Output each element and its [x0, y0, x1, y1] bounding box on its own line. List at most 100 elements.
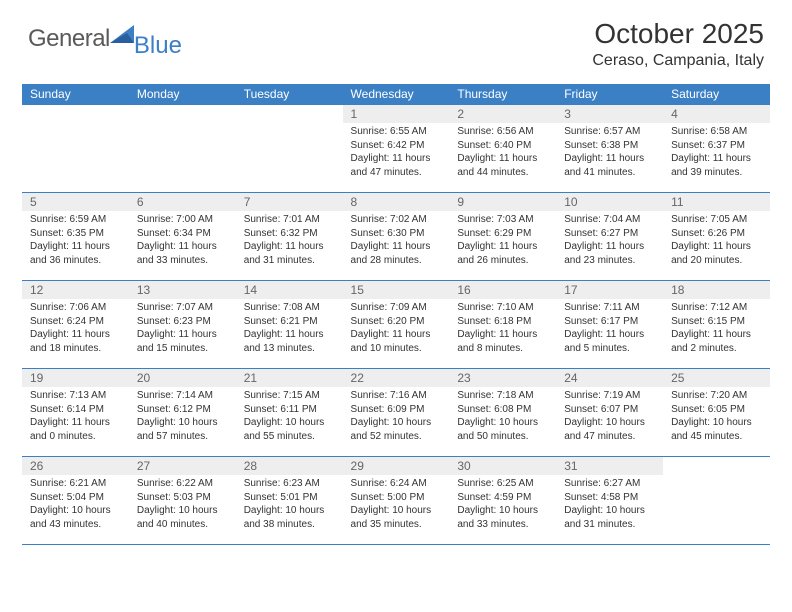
calendar-cell: 23Sunrise: 7:18 AMSunset: 6:08 PMDayligh… — [449, 369, 556, 457]
dayname-header: Thursday — [449, 84, 556, 105]
dayname-header: Tuesday — [236, 84, 343, 105]
day-number: 28 — [236, 457, 343, 475]
day-content: Sunrise: 6:27 AMSunset: 4:58 PMDaylight:… — [556, 475, 663, 535]
day-number: 3 — [556, 105, 663, 123]
day-number: 21 — [236, 369, 343, 387]
day-number: 2 — [449, 105, 556, 123]
day-number: 14 — [236, 281, 343, 299]
day-number: 29 — [343, 457, 450, 475]
day-number: 10 — [556, 193, 663, 211]
calendar-cell: 6Sunrise: 7:00 AMSunset: 6:34 PMDaylight… — [129, 193, 236, 281]
calendar-table: SundayMondayTuesdayWednesdayThursdayFrid… — [22, 84, 770, 545]
dayname-header: Sunday — [22, 84, 129, 105]
day-content: Sunrise: 6:21 AMSunset: 5:04 PMDaylight:… — [22, 475, 129, 535]
day-content: Sunrise: 7:09 AMSunset: 6:20 PMDaylight:… — [343, 299, 450, 359]
day-content: Sunrise: 7:02 AMSunset: 6:30 PMDaylight:… — [343, 211, 450, 271]
calendar-cell: 10Sunrise: 7:04 AMSunset: 6:27 PMDayligh… — [556, 193, 663, 281]
calendar-week-row: 26Sunrise: 6:21 AMSunset: 5:04 PMDayligh… — [22, 457, 770, 545]
calendar-cell: 25Sunrise: 7:20 AMSunset: 6:05 PMDayligh… — [663, 369, 770, 457]
calendar-cell: 9Sunrise: 7:03 AMSunset: 6:29 PMDaylight… — [449, 193, 556, 281]
calendar-cell: 3Sunrise: 6:57 AMSunset: 6:38 PMDaylight… — [556, 105, 663, 193]
calendar-cell: 1Sunrise: 6:55 AMSunset: 6:42 PMDaylight… — [343, 105, 450, 193]
day-number: 22 — [343, 369, 450, 387]
page-title: October 2025 — [592, 18, 764, 50]
day-number: 6 — [129, 193, 236, 211]
day-number: 12 — [22, 281, 129, 299]
calendar-cell: 24Sunrise: 7:19 AMSunset: 6:07 PMDayligh… — [556, 369, 663, 457]
title-block: October 2025 Ceraso, Campania, Italy — [592, 18, 764, 70]
day-number: 27 — [129, 457, 236, 475]
dayname-header: Wednesday — [343, 84, 450, 105]
day-number: 15 — [343, 281, 450, 299]
day-number: 13 — [129, 281, 236, 299]
calendar-cell: 4Sunrise: 6:58 AMSunset: 6:37 PMDaylight… — [663, 105, 770, 193]
calendar-cell: 16Sunrise: 7:10 AMSunset: 6:18 PMDayligh… — [449, 281, 556, 369]
day-content: Sunrise: 7:11 AMSunset: 6:17 PMDaylight:… — [556, 299, 663, 359]
day-number: 23 — [449, 369, 556, 387]
calendar-cell — [22, 105, 129, 193]
calendar-cell: 15Sunrise: 7:09 AMSunset: 6:20 PMDayligh… — [343, 281, 450, 369]
calendar-cell: 28Sunrise: 6:23 AMSunset: 5:01 PMDayligh… — [236, 457, 343, 545]
calendar-cell: 22Sunrise: 7:16 AMSunset: 6:09 PMDayligh… — [343, 369, 450, 457]
day-content: Sunrise: 7:07 AMSunset: 6:23 PMDaylight:… — [129, 299, 236, 359]
brand-logo: General Blue — [28, 18, 182, 60]
day-number: 1 — [343, 105, 450, 123]
day-content: Sunrise: 7:12 AMSunset: 6:15 PMDaylight:… — [663, 299, 770, 359]
calendar-cell — [236, 105, 343, 193]
calendar-cell: 21Sunrise: 7:15 AMSunset: 6:11 PMDayligh… — [236, 369, 343, 457]
day-number: 31 — [556, 457, 663, 475]
day-content: Sunrise: 7:06 AMSunset: 6:24 PMDaylight:… — [22, 299, 129, 359]
calendar-cell: 27Sunrise: 6:22 AMSunset: 5:03 PMDayligh… — [129, 457, 236, 545]
calendar-cell: 12Sunrise: 7:06 AMSunset: 6:24 PMDayligh… — [22, 281, 129, 369]
day-content: Sunrise: 7:08 AMSunset: 6:21 PMDaylight:… — [236, 299, 343, 359]
calendar-header-row: SundayMondayTuesdayWednesdayThursdayFrid… — [22, 84, 770, 105]
day-number: 16 — [449, 281, 556, 299]
day-number: 8 — [343, 193, 450, 211]
calendar-week-row: 5Sunrise: 6:59 AMSunset: 6:35 PMDaylight… — [22, 193, 770, 281]
calendar-body: 1Sunrise: 6:55 AMSunset: 6:42 PMDaylight… — [22, 105, 770, 545]
day-number: 7 — [236, 193, 343, 211]
day-content: Sunrise: 6:58 AMSunset: 6:37 PMDaylight:… — [663, 123, 770, 183]
dayname-header: Saturday — [663, 84, 770, 105]
calendar-cell — [129, 105, 236, 193]
day-number-empty — [236, 105, 343, 123]
day-content: Sunrise: 6:56 AMSunset: 6:40 PMDaylight:… — [449, 123, 556, 183]
day-content: Sunrise: 7:03 AMSunset: 6:29 PMDaylight:… — [449, 211, 556, 271]
day-content: Sunrise: 6:57 AMSunset: 6:38 PMDaylight:… — [556, 123, 663, 183]
calendar-cell: 8Sunrise: 7:02 AMSunset: 6:30 PMDaylight… — [343, 193, 450, 281]
day-number: 25 — [663, 369, 770, 387]
day-content: Sunrise: 7:18 AMSunset: 6:08 PMDaylight:… — [449, 387, 556, 447]
calendar-cell: 19Sunrise: 7:13 AMSunset: 6:14 PMDayligh… — [22, 369, 129, 457]
day-content: Sunrise: 7:16 AMSunset: 6:09 PMDaylight:… — [343, 387, 450, 447]
day-number: 30 — [449, 457, 556, 475]
day-content: Sunrise: 7:20 AMSunset: 6:05 PMDaylight:… — [663, 387, 770, 447]
dayname-header: Friday — [556, 84, 663, 105]
calendar-cell: 14Sunrise: 7:08 AMSunset: 6:21 PMDayligh… — [236, 281, 343, 369]
day-content: Sunrise: 6:25 AMSunset: 4:59 PMDaylight:… — [449, 475, 556, 535]
brand-word1: General — [28, 25, 110, 53]
day-content: Sunrise: 7:10 AMSunset: 6:18 PMDaylight:… — [449, 299, 556, 359]
calendar-cell: 7Sunrise: 7:01 AMSunset: 6:32 PMDaylight… — [236, 193, 343, 281]
day-content: Sunrise: 7:04 AMSunset: 6:27 PMDaylight:… — [556, 211, 663, 271]
day-content: Sunrise: 7:19 AMSunset: 6:07 PMDaylight:… — [556, 387, 663, 447]
calendar-cell: 18Sunrise: 7:12 AMSunset: 6:15 PMDayligh… — [663, 281, 770, 369]
calendar-cell: 29Sunrise: 6:24 AMSunset: 5:00 PMDayligh… — [343, 457, 450, 545]
day-number: 18 — [663, 281, 770, 299]
day-content: Sunrise: 7:13 AMSunset: 6:14 PMDaylight:… — [22, 387, 129, 447]
dayname-header: Monday — [129, 84, 236, 105]
calendar-cell: 2Sunrise: 6:56 AMSunset: 6:40 PMDaylight… — [449, 105, 556, 193]
calendar-week-row: 19Sunrise: 7:13 AMSunset: 6:14 PMDayligh… — [22, 369, 770, 457]
calendar-cell: 30Sunrise: 6:25 AMSunset: 4:59 PMDayligh… — [449, 457, 556, 545]
calendar-cell: 31Sunrise: 6:27 AMSunset: 4:58 PMDayligh… — [556, 457, 663, 545]
day-content: Sunrise: 7:00 AMSunset: 6:34 PMDaylight:… — [129, 211, 236, 271]
calendar-cell: 11Sunrise: 7:05 AMSunset: 6:26 PMDayligh… — [663, 193, 770, 281]
calendar-week-row: 12Sunrise: 7:06 AMSunset: 6:24 PMDayligh… — [22, 281, 770, 369]
location-subtitle: Ceraso, Campania, Italy — [592, 52, 764, 70]
day-number: 24 — [556, 369, 663, 387]
day-number: 11 — [663, 193, 770, 211]
brand-word2: Blue — [134, 32, 182, 60]
day-number-empty — [663, 457, 770, 475]
calendar-cell: 26Sunrise: 6:21 AMSunset: 5:04 PMDayligh… — [22, 457, 129, 545]
day-content: Sunrise: 6:55 AMSunset: 6:42 PMDaylight:… — [343, 123, 450, 183]
day-number: 19 — [22, 369, 129, 387]
